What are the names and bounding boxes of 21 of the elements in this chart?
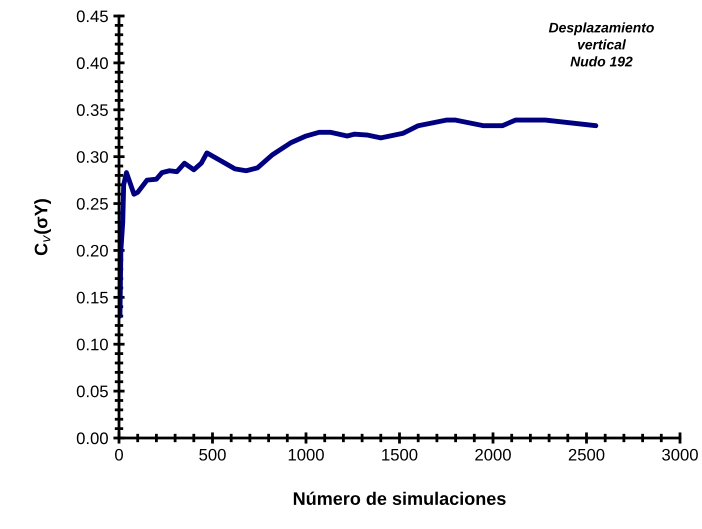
- x-tick-label: 0: [115, 448, 123, 461]
- y-tick-label: 0.25: [76, 198, 108, 210]
- y-tick-label: 0.30: [76, 151, 108, 163]
- y-axis-title: C$_{v}$(σY): [34, 199, 52, 256]
- y-tick-label: 0.45: [76, 10, 108, 22]
- x-tick-label: 3000: [662, 448, 698, 461]
- y-tick-label: 0.20: [76, 244, 108, 257]
- annotation: Desplazamiento vertical Nudo 192: [548, 22, 654, 66]
- y-tick-label: 0.00: [76, 432, 108, 444]
- y-tick-label: 0.35: [76, 104, 108, 116]
- x-tick-label: 1000: [288, 448, 324, 461]
- y-tick-label: 0.15: [76, 292, 108, 304]
- x-axis-title: Número de simulaciones: [294, 492, 506, 505]
- y-tick-label: 0.10: [76, 338, 108, 350]
- line-series: [119, 118, 598, 319]
- x-tick-label: 1500: [382, 448, 418, 461]
- x-tick-label: 2000: [475, 448, 511, 461]
- x-tick-label: 2500: [568, 448, 604, 461]
- x-tick-label: 500: [199, 448, 226, 461]
- y-tick-label: 0.40: [76, 57, 108, 70]
- y-tick-label: 0.05: [76, 386, 108, 398]
